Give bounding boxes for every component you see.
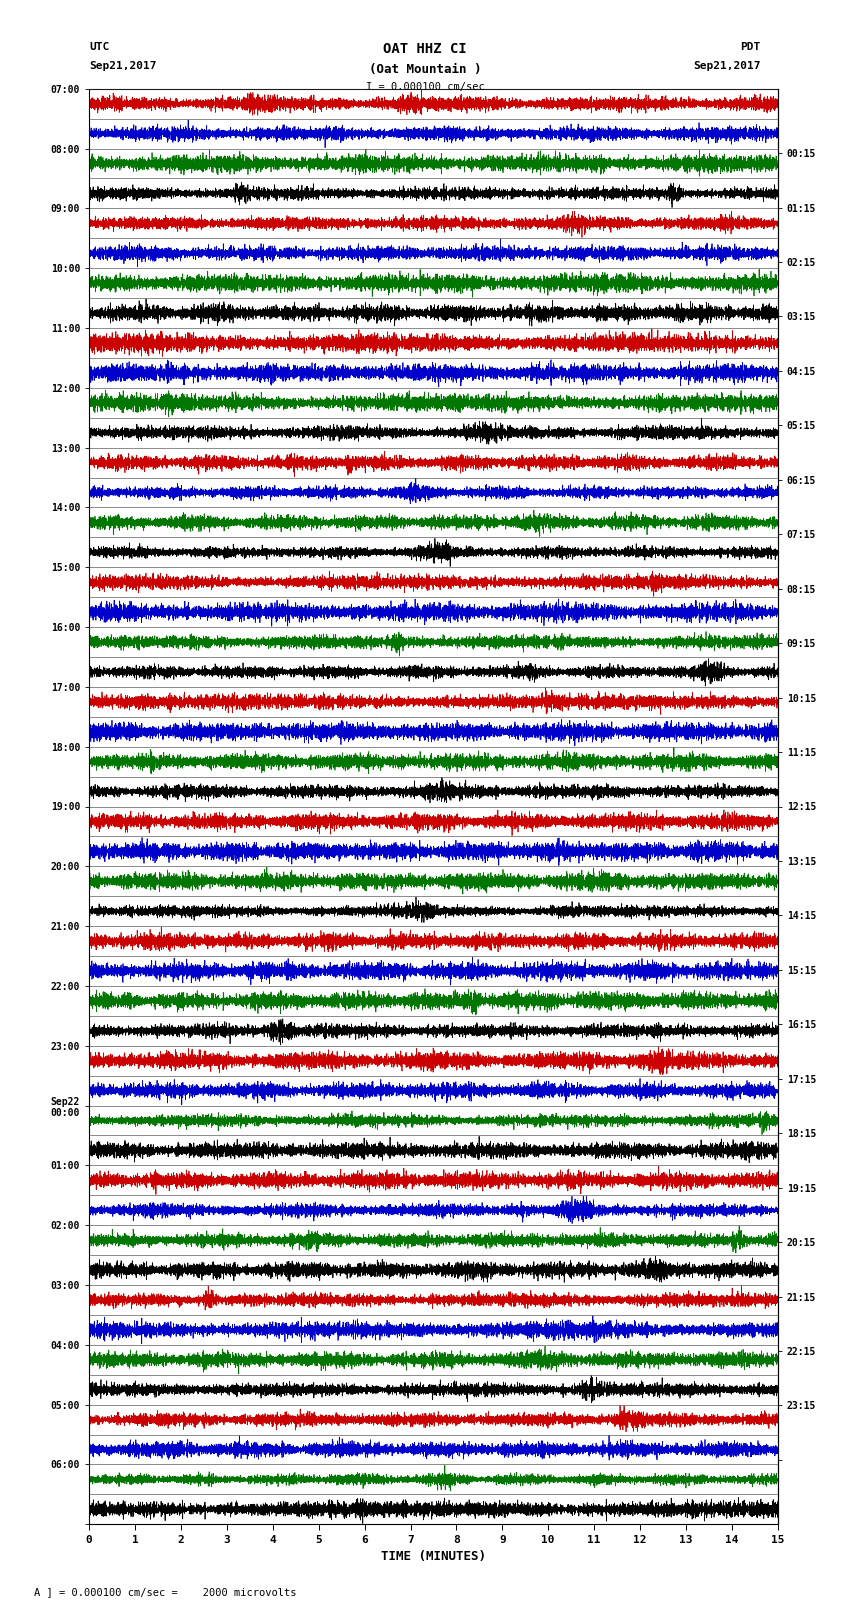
Text: A ] = 0.000100 cm/sec =    2000 microvolts: A ] = 0.000100 cm/sec = 2000 microvolts	[34, 1587, 297, 1597]
Text: OAT HHZ CI: OAT HHZ CI	[383, 42, 467, 56]
Text: (Oat Mountain ): (Oat Mountain )	[369, 63, 481, 76]
X-axis label: TIME (MINUTES): TIME (MINUTES)	[381, 1550, 486, 1563]
Text: Sep21,2017: Sep21,2017	[694, 61, 761, 71]
Text: Sep21,2017: Sep21,2017	[89, 61, 156, 71]
Text: UTC: UTC	[89, 42, 110, 52]
Text: PDT: PDT	[740, 42, 761, 52]
Text: I = 0.000100 cm/sec: I = 0.000100 cm/sec	[366, 82, 484, 92]
